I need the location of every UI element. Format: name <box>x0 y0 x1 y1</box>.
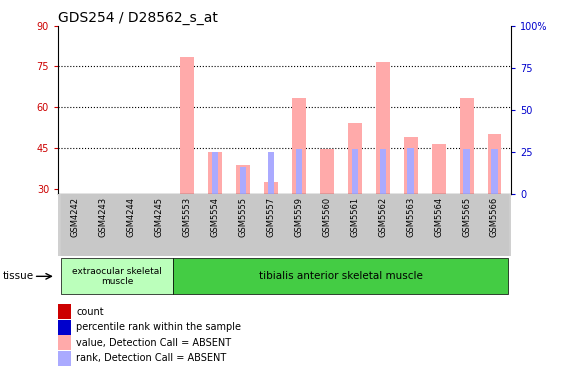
Text: GDS254 / D28562_s_at: GDS254 / D28562_s_at <box>58 11 218 25</box>
Text: tissue: tissue <box>3 271 34 281</box>
Text: GSM5561: GSM5561 <box>350 197 359 237</box>
Bar <box>58 351 71 366</box>
Text: extraocular skeletal
muscle: extraocular skeletal muscle <box>72 266 162 286</box>
Bar <box>397 194 425 256</box>
Bar <box>236 165 250 194</box>
Bar <box>229 194 257 256</box>
Text: GSM5565: GSM5565 <box>462 197 471 237</box>
Bar <box>368 194 397 256</box>
Bar <box>211 152 218 194</box>
FancyBboxPatch shape <box>173 258 508 294</box>
Bar <box>58 304 71 319</box>
Text: GSM4245: GSM4245 <box>155 197 163 237</box>
Bar <box>375 62 390 194</box>
Bar <box>480 194 508 256</box>
Text: GSM5554: GSM5554 <box>210 197 219 237</box>
Bar <box>487 134 501 194</box>
Bar <box>58 320 71 335</box>
Bar <box>404 137 418 194</box>
Bar <box>292 98 306 194</box>
Bar <box>379 149 386 194</box>
Bar <box>239 167 246 194</box>
Text: GSM4244: GSM4244 <box>126 197 135 237</box>
Text: GSM5559: GSM5559 <box>294 197 303 237</box>
Bar <box>208 152 222 194</box>
Text: GSM5566: GSM5566 <box>490 197 499 237</box>
Bar <box>313 194 340 256</box>
Bar <box>460 98 474 194</box>
Bar <box>58 335 71 350</box>
Text: GSM5564: GSM5564 <box>434 197 443 237</box>
Bar <box>492 149 497 194</box>
Text: GSM5560: GSM5560 <box>322 197 331 237</box>
Bar <box>453 194 480 256</box>
Bar <box>201 194 229 256</box>
Text: percentile rank within the sample: percentile rank within the sample <box>76 322 241 332</box>
Text: GSM5553: GSM5553 <box>182 197 191 237</box>
Bar <box>89 194 117 256</box>
Bar <box>145 194 173 256</box>
Bar <box>425 194 453 256</box>
Text: tibialis anterior skeletal muscle: tibialis anterior skeletal muscle <box>259 271 422 281</box>
Text: value, Detection Call = ABSENT: value, Detection Call = ABSENT <box>76 338 231 348</box>
Bar <box>296 149 302 194</box>
Text: GSM4243: GSM4243 <box>98 197 107 237</box>
Bar <box>340 194 368 256</box>
Bar <box>61 194 89 256</box>
Text: GSM5562: GSM5562 <box>378 197 387 237</box>
Bar <box>268 152 274 194</box>
Text: GSM5557: GSM5557 <box>266 197 275 237</box>
Bar <box>173 194 201 256</box>
Bar <box>347 123 361 194</box>
Bar <box>180 57 194 194</box>
FancyBboxPatch shape <box>61 258 173 294</box>
Bar <box>264 182 278 194</box>
Bar <box>432 144 446 194</box>
Bar <box>352 149 358 194</box>
Bar <box>320 149 333 194</box>
Bar <box>117 194 145 256</box>
Text: count: count <box>76 307 104 317</box>
Bar <box>464 149 469 194</box>
Bar <box>285 194 313 256</box>
Bar <box>407 148 414 194</box>
Text: rank, Detection Call = ABSENT: rank, Detection Call = ABSENT <box>76 353 227 363</box>
Bar <box>257 194 285 256</box>
Text: GSM5555: GSM5555 <box>238 197 248 237</box>
Text: GSM4242: GSM4242 <box>70 197 80 237</box>
Text: GSM5563: GSM5563 <box>406 197 415 237</box>
